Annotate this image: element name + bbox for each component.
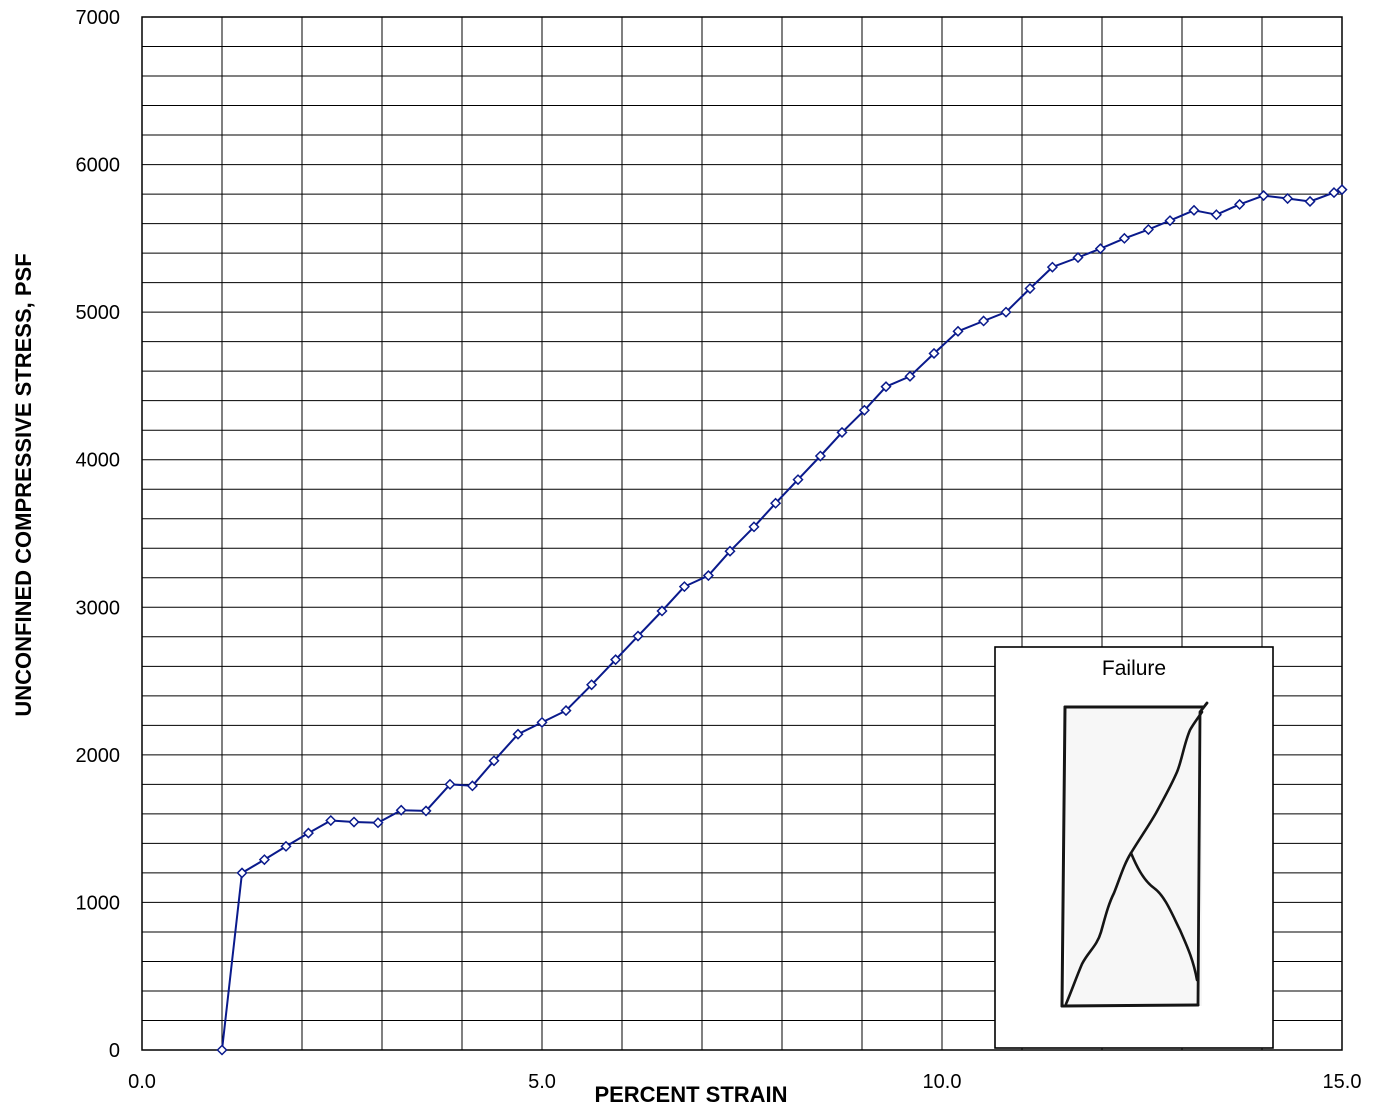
specimen-sketch [1060, 701, 1209, 1008]
x-axis-title: PERCENT STRAIN [594, 1082, 787, 1106]
data-point-marker [724, 545, 736, 557]
data-point-marker [1024, 282, 1036, 295]
data-point-marker [488, 755, 500, 767]
data-point-marker [770, 497, 782, 509]
data-point-marker [678, 581, 690, 593]
data-point-marker [1304, 195, 1316, 208]
data-point-marker [420, 805, 432, 817]
data-point-marker [1000, 306, 1012, 318]
data-point-marker [1258, 190, 1270, 202]
data-point-marker [1234, 198, 1246, 210]
y-tick-label: 0 [109, 1040, 120, 1062]
data-point-marker [656, 605, 668, 617]
data-point-marker [216, 1044, 228, 1056]
data-point-marker [466, 780, 478, 792]
data-point-marker [1328, 187, 1340, 199]
data-point-marker [978, 315, 990, 327]
inset-title: Failure [1102, 657, 1166, 680]
y-tick-label: 2000 [76, 745, 121, 767]
data-point-marker [1336, 184, 1348, 196]
data-point-marker [444, 778, 456, 790]
data-point-marker [560, 705, 572, 717]
data-point-marker [632, 630, 644, 642]
data-point-marker [1282, 192, 1294, 205]
y-axis-title: UNCONFINED COMPRESSIVE STRESS, PSF [11, 253, 36, 716]
data-point-marker [610, 654, 622, 666]
x-tick-labels: 0.0 5.0 10.0 15.0 [128, 1071, 1361, 1093]
y-tick-label: 7000 [76, 7, 121, 29]
data-point-marker [880, 381, 892, 393]
data-point-marker [1164, 215, 1176, 227]
data-point-marker [586, 679, 598, 691]
data-point-marker [280, 840, 292, 852]
data-point-marker [512, 728, 524, 740]
data-point-marker [258, 854, 270, 866]
x-tick-label: 0.0 [128, 1071, 156, 1093]
y-tick-label: 3000 [76, 597, 121, 619]
data-point-marker [1046, 261, 1058, 273]
x-tick-label: 15.0 [1323, 1071, 1362, 1093]
plot-frame [141, 16, 1343, 1051]
data-point-marker [1094, 243, 1106, 255]
data-point-marker [1210, 209, 1222, 221]
y-tick-label: 5000 [76, 302, 121, 324]
data-point-marker [1072, 251, 1084, 264]
data-point-marker [395, 804, 407, 816]
data-point-marker [836, 426, 848, 438]
x-tick-label: 10.0 [923, 1071, 962, 1093]
data-point-marker [348, 816, 360, 828]
data-point-marker [702, 569, 714, 582]
data-point-marker [1142, 223, 1154, 236]
data-point-marker [952, 325, 964, 337]
data-point-marker [858, 404, 870, 416]
data-point-marker [1188, 204, 1200, 216]
data-point-marker [792, 474, 804, 486]
y-tick-label: 1000 [76, 892, 121, 914]
y-tick-label: 4000 [76, 450, 121, 472]
data-point-marker [372, 817, 384, 829]
series-stress [216, 184, 1348, 1056]
data-point-marker [904, 370, 916, 382]
y-tick-labels: 0 1000 2000 3000 4000 5000 6000 7000 [76, 7, 121, 1062]
y-tick-label: 6000 [76, 155, 121, 177]
data-point-marker [814, 450, 826, 462]
data-point-marker [325, 814, 337, 827]
x-tick-label: 5.0 [528, 1071, 556, 1093]
data-point-marker [928, 347, 940, 360]
data-point-marker [1118, 232, 1130, 244]
data-point-marker [236, 867, 248, 879]
failure-inset: Failure [994, 646, 1274, 1049]
data-point-marker [536, 716, 548, 728]
data-point-marker [302, 827, 314, 839]
data-point-marker [748, 521, 760, 533]
